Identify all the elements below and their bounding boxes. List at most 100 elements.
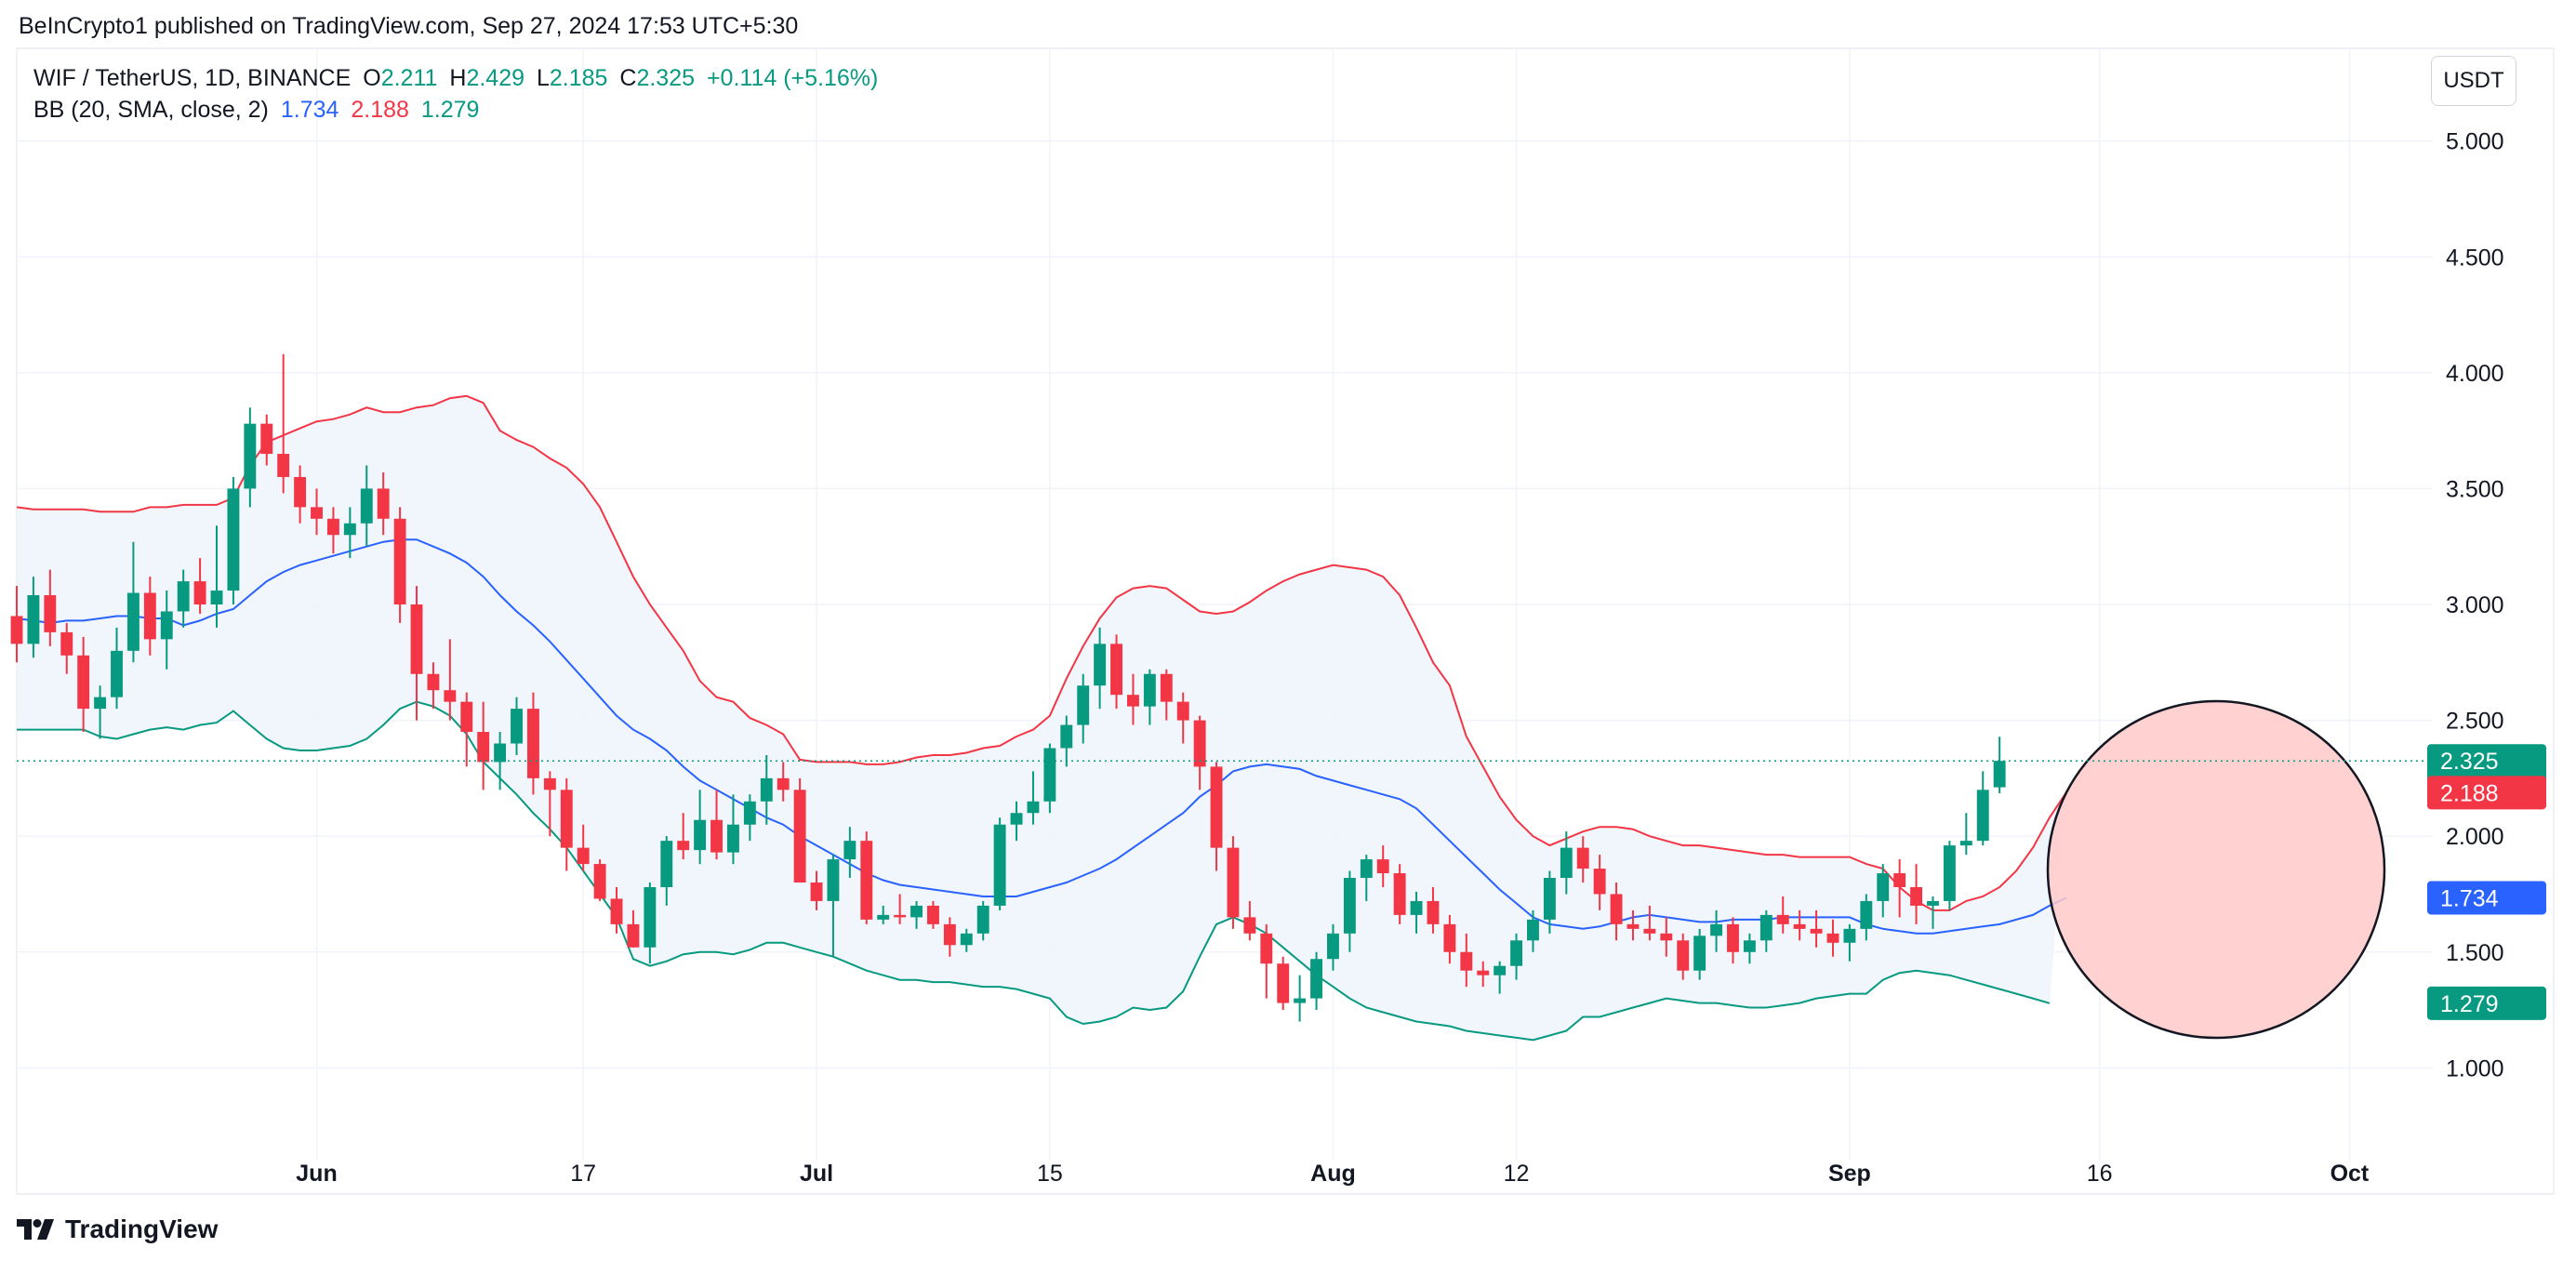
- candle[interactable]: [910, 900, 923, 929]
- candle[interactable]: [560, 777, 573, 871]
- candle[interactable]: [1376, 845, 1389, 887]
- candle[interactable]: [60, 622, 73, 674]
- candle[interactable]: [1910, 864, 1923, 924]
- candle[interactable]: [1327, 923, 1339, 971]
- candle[interactable]: [894, 894, 907, 924]
- candle[interactable]: [610, 886, 623, 934]
- candle[interactable]: [227, 476, 240, 604]
- candle[interactable]: [1877, 864, 1890, 918]
- candle[interactable]: [1660, 917, 1673, 957]
- candle[interactable]: [1443, 914, 1456, 964]
- candle[interactable]: [193, 558, 206, 614]
- candle[interactable]: [877, 905, 890, 924]
- candle[interactable]: [111, 627, 123, 710]
- currency-button[interactable]: USDT: [2431, 56, 2516, 106]
- candle[interactable]: [1627, 909, 1640, 941]
- candle[interactable]: [1993, 737, 2006, 794]
- candle[interactable]: [393, 507, 406, 623]
- candle[interactable]: [1393, 864, 1406, 924]
- candle[interactable]: [793, 777, 806, 883]
- candle[interactable]: [1410, 891, 1423, 934]
- candle[interactable]: [644, 883, 657, 964]
- tradingview-logo[interactable]: TradingView: [17, 1215, 218, 1244]
- candle[interactable]: [1976, 771, 1989, 846]
- candle[interactable]: [143, 577, 156, 656]
- candle[interactable]: [27, 577, 40, 658]
- candle[interactable]: [1460, 933, 1473, 988]
- candle[interactable]: [694, 790, 707, 865]
- candle[interactable]: [1776, 896, 1789, 934]
- candle[interactable]: [1527, 909, 1539, 952]
- candle[interactable]: [1943, 841, 1956, 910]
- candle[interactable]: [1893, 859, 1906, 918]
- candle[interactable]: [993, 817, 1006, 910]
- candle[interactable]: [1693, 928, 1706, 980]
- candle[interactable]: [1210, 762, 1223, 871]
- candle[interactable]: [244, 407, 257, 508]
- candle[interactable]: [1727, 917, 1739, 964]
- candle[interactable]: [593, 859, 606, 901]
- candle[interactable]: [1860, 894, 1873, 941]
- candle[interactable]: [926, 900, 939, 929]
- candle[interactable]: [477, 701, 490, 790]
- candle[interactable]: [743, 794, 756, 842]
- candle[interactable]: [294, 465, 307, 524]
- candle[interactable]: [1427, 886, 1440, 934]
- candle[interactable]: [427, 662, 440, 710]
- candle[interactable]: [1143, 669, 1156, 725]
- candle[interactable]: [1494, 961, 1507, 994]
- bb-indicator-label[interactable]: BB (20, SMA, close, 2): [33, 97, 269, 123]
- price-axis[interactable]: 1.000 1.500 2.000 2.500 3.000 3.500 4.000 4.500…: [2446, 129, 2504, 1082]
- candle[interactable]: [1543, 870, 1556, 934]
- candle[interactable]: [827, 855, 840, 957]
- candle[interactable]: [1277, 956, 1290, 1011]
- candle[interactable]: [1260, 923, 1273, 999]
- candle[interactable]: [260, 414, 273, 466]
- candle[interactable]: [44, 569, 57, 646]
- candle[interactable]: [1310, 951, 1322, 1011]
- candle[interactable]: [1227, 836, 1240, 929]
- candle[interactable]: [1477, 961, 1490, 988]
- candle[interactable]: [1677, 933, 1690, 980]
- candle[interactable]: [843, 827, 856, 879]
- candle[interactable]: [311, 488, 323, 536]
- candle[interactable]: [1110, 634, 1122, 710]
- candle[interactable]: [1243, 900, 1256, 941]
- candle[interactable]: [444, 639, 457, 721]
- candle[interactable]: [677, 813, 690, 860]
- candle[interactable]: [94, 685, 107, 739]
- candle[interactable]: [377, 471, 390, 536]
- candle[interactable]: [511, 697, 523, 755]
- candle[interactable]: [1610, 883, 1623, 941]
- candle[interactable]: [1576, 836, 1589, 883]
- candle[interactable]: [460, 692, 473, 767]
- candle[interactable]: [960, 928, 973, 952]
- candle[interactable]: [1826, 919, 1839, 957]
- candle[interactable]: [360, 465, 373, 547]
- candle[interactable]: [1360, 855, 1373, 901]
- candle[interactable]: [627, 909, 640, 948]
- candle[interactable]: [1127, 673, 1139, 725]
- candle[interactable]: [1193, 715, 1206, 790]
- candle[interactable]: [726, 794, 739, 865]
- candle[interactable]: [1160, 669, 1173, 721]
- candle[interactable]: [1927, 896, 1939, 929]
- candle[interactable]: [760, 754, 773, 825]
- candle[interactable]: [1743, 933, 1756, 964]
- candle[interactable]: [710, 790, 723, 860]
- candle[interactable]: [1060, 715, 1073, 767]
- candle[interactable]: [1077, 673, 1090, 744]
- candle[interactable]: [1510, 933, 1523, 980]
- candle[interactable]: [1010, 801, 1023, 842]
- candle[interactable]: [410, 586, 423, 721]
- candle[interactable]: [1343, 870, 1356, 952]
- candle[interactable]: [160, 591, 173, 670]
- candle[interactable]: [1094, 627, 1107, 710]
- candle[interactable]: [1810, 909, 1823, 948]
- candle[interactable]: [1710, 909, 1723, 952]
- candle[interactable]: [126, 541, 139, 663]
- candle[interactable]: [326, 507, 339, 554]
- candle[interactable]: [660, 836, 673, 906]
- candle[interactable]: [777, 762, 790, 802]
